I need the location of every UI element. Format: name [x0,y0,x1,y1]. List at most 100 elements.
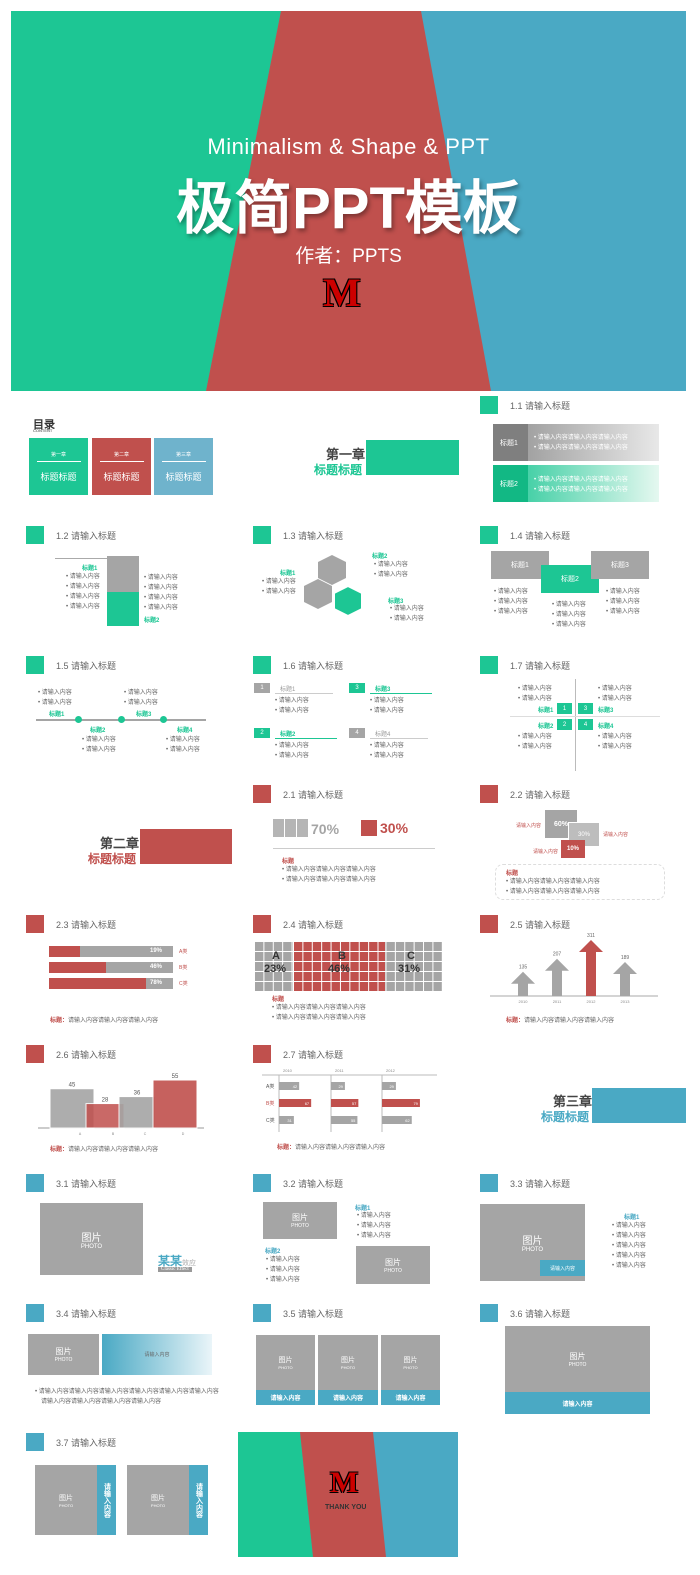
num: 4 [583,721,588,728]
photo-placeholder: 图片 PHOTO [40,1203,143,1275]
bar-mark [152,1079,198,1129]
bullet: 请输入内容 [518,684,552,694]
list: 请输入内容请输入内容请输入内容 [494,587,528,617]
bullet: 请输入内容 [552,600,586,610]
title-marker [480,915,498,933]
bullet: 请输入内容请输入内容请输入内容 [272,1013,366,1023]
bullet: 请输入内容 [612,1221,646,1231]
box-c: 10% [561,840,585,858]
bullet: 请输入内容 [612,1261,646,1271]
photo-sub: PHOTO [58,1502,74,1508]
divider [370,693,432,694]
list: 请输入内容请输入内容 [370,741,404,761]
bullet: 请输入内容请输入内容请输入内容 [272,1003,366,1013]
caption-text: 请输入内容 [195,1482,203,1518]
arrow-value: 135 [519,965,528,971]
bullet: 请输入内容 [494,607,528,617]
toc-item-1[interactable]: 第一章 标题标题 [29,438,88,495]
list: 请输入内容请输入内容 [390,604,424,624]
pct-bar-track [49,946,173,957]
bullet: 请输入内容请输入内容请输入内容 [534,433,628,443]
bullet: 请输入内容 [166,745,200,755]
label: 标题 [506,871,519,877]
list: 请输入内容请输入内容 [82,735,116,755]
bullet: 请输入内容 [606,587,640,597]
row-bar [279,1082,300,1090]
slide-title-text: 3.7 请输入标题 [56,1437,117,1448]
bar-value: 36 [134,1091,141,1097]
row-value: 29 [338,1084,343,1089]
grid-label: A [272,950,280,962]
bar-chart: 45 A 28 B 36 C 55 D [38,1074,204,1136]
photo-label: 图片 [55,1347,72,1356]
label: 标题4 [177,728,193,734]
bullet: 请输入内容 [275,751,309,761]
photo-label: 图片 [341,1357,355,1364]
label: 标题2 [144,618,160,624]
grid-label: B [338,950,346,962]
row-bar [279,1116,294,1124]
timeline-dot [160,716,167,723]
label: 标题2 [538,724,554,730]
slide-title-3-6: 3.6 请输入标题 [480,1304,570,1322]
slide-title-text: 2.5 请输入标题 [510,919,571,930]
num: 2 [562,721,567,728]
photo-sub: PHOTO [568,1361,587,1368]
quad-3: 3 [578,703,593,714]
bullet: 请输入内容 [266,1275,300,1285]
list: 请输入内容请输入内容请输入内容请输入内容 [144,573,178,613]
slide-title-text: 2.6 请输入标题 [56,1049,117,1060]
bar-mark [85,1103,125,1129]
list: 请输入内容请输入内容请输入内容请输入内容请输入内容请输入内容 [272,1003,366,1023]
slide-title-text: 2.2 请输入标题 [510,789,571,800]
divider [273,848,435,849]
arrow-value: 311 [587,933,595,939]
bullet: 请输入内容 [494,587,528,597]
ch2-bar [140,829,232,864]
photo-placeholder: 图片 PHOTO [318,1335,378,1390]
arrow-year: 2010 [519,999,529,1004]
label: 标题4 [598,724,614,730]
num-3: 3 [349,683,365,693]
bullet: 请输入内容 [390,614,424,624]
bullet: 请输入内容请输入内容请输入内容 [534,485,628,495]
banner-text: 请输入内容 [144,1352,170,1358]
footnote-text: 请输入内容请输入内容请输入内容 [68,1018,159,1024]
slide-title-text: 1.3 请输入标题 [283,530,344,541]
toc-item-2[interactable]: 第二章 标题标题 [92,438,151,495]
footnote: 标题：请输入内容请输入内容请输入内容 [277,1142,385,1151]
label: 标题1 [355,1206,371,1212]
bullet: 请输入内容 [124,698,158,708]
photo-placeholder: 图片 PHOTO [127,1465,189,1535]
bullet: 请输入内容 [518,742,552,752]
brand-tag: Classic Effect [158,1267,192,1272]
caption-vertical: 请输入内容 [97,1465,116,1535]
title-marker [26,526,44,544]
note: 请输入内容 [533,849,559,855]
step-1: 标题1 [491,551,549,579]
arrow-mark [579,940,603,996]
title-marker [253,526,271,544]
quad-2: 2 [557,719,572,730]
bullet: 请输入内容 [518,694,552,704]
grid-value: 23% [264,963,287,975]
timeline-dot [75,716,82,723]
bullet: 请输入内容请输入内容请输入内容 [506,877,600,887]
toc-item-3[interactable]: 第三章 标题标题 [154,438,213,495]
caption-text: 请输入内容 [103,1482,111,1518]
list: 请输入内容请输入内容 [262,577,296,597]
num-2: 2 [254,728,270,738]
footnote-text: 请输入内容请输入内容请输入内容 [295,1145,386,1151]
row-label: B类 [266,1100,274,1107]
ch2-subtitle: 标题标题 [88,852,137,866]
bullet: 请输入内容 [124,688,158,698]
arrow-year: 2011 [553,999,562,1004]
bullet: 请输入内容请输入内容请输入内容 [282,875,376,885]
slide-title-text: 3.6 请输入标题 [510,1308,571,1319]
photo-placeholder: 图片 PHOTO [263,1202,337,1239]
arrow-mark [545,958,569,996]
label: 标题1 [280,687,296,693]
slide-title-2-5: 2.5 请输入标题 [480,915,570,933]
value: 10% [566,846,579,852]
timeline-dot [118,716,125,723]
